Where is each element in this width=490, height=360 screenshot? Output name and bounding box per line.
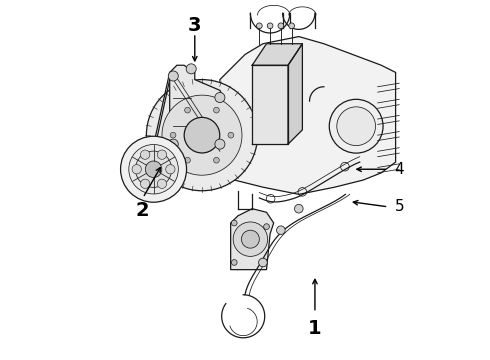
Polygon shape [252,44,302,65]
Circle shape [135,151,172,188]
Text: 4: 4 [394,162,404,177]
Circle shape [337,107,375,145]
Circle shape [329,99,383,153]
Circle shape [231,220,237,226]
Circle shape [185,107,191,113]
Circle shape [233,222,268,256]
Circle shape [162,95,242,175]
Text: 2: 2 [136,201,149,220]
Circle shape [170,132,176,138]
Circle shape [168,139,178,149]
Circle shape [184,117,220,153]
Circle shape [259,258,267,267]
Circle shape [146,161,162,177]
Circle shape [267,23,273,29]
Circle shape [264,224,270,229]
Circle shape [289,23,294,29]
Circle shape [157,150,167,159]
Circle shape [256,23,262,29]
Circle shape [141,179,150,189]
Circle shape [215,139,225,149]
Circle shape [294,204,303,213]
Polygon shape [252,65,288,144]
Circle shape [231,260,237,265]
Text: 5: 5 [394,199,404,215]
Circle shape [157,179,167,189]
Circle shape [214,157,220,163]
Circle shape [276,226,285,234]
Text: 1: 1 [308,319,322,338]
Polygon shape [288,44,302,144]
Circle shape [242,230,259,248]
Polygon shape [170,65,223,162]
Circle shape [121,136,187,202]
Circle shape [278,23,284,29]
Circle shape [186,64,196,74]
Circle shape [260,260,266,265]
Circle shape [228,132,234,138]
Circle shape [166,165,175,174]
Polygon shape [231,209,274,270]
Circle shape [214,107,220,113]
Circle shape [215,93,225,103]
Circle shape [141,150,150,159]
Text: 3: 3 [188,16,201,35]
Circle shape [185,157,191,163]
Circle shape [168,71,178,81]
Polygon shape [220,37,395,194]
Circle shape [132,165,142,174]
Circle shape [147,80,258,191]
Circle shape [129,144,178,194]
